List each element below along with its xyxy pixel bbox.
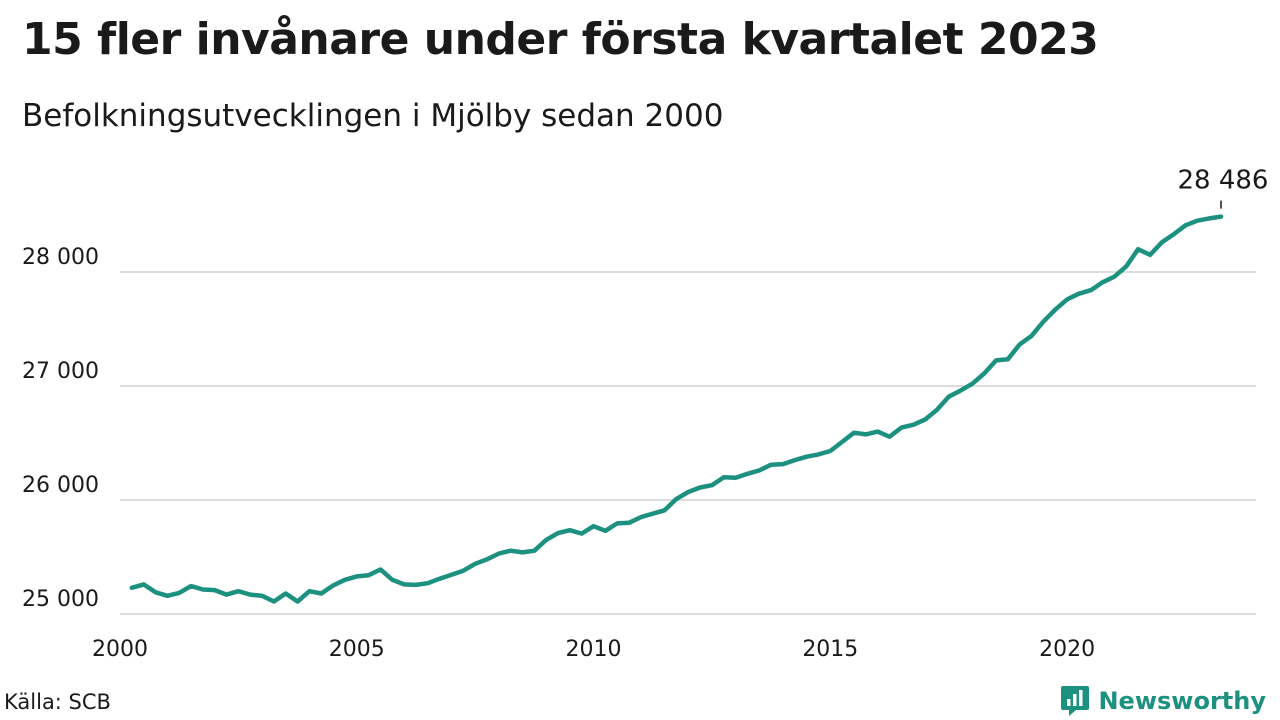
y-tick-label: 28 000 xyxy=(22,245,99,270)
series-layer xyxy=(129,214,1224,604)
y-tick-label: 26 000 xyxy=(22,473,99,498)
brand-logo: Newsworthy xyxy=(1060,684,1266,718)
source-note: Källa: SCB xyxy=(4,690,111,714)
y-axis-ticks: 25 000 26 000 27 000 28 000 xyxy=(22,245,99,612)
gridlines xyxy=(120,271,1256,615)
x-tick-label: 2015 xyxy=(802,637,858,662)
end-annotation: 28 486 xyxy=(1178,166,1269,209)
brand-name: Newsworthy xyxy=(1098,687,1266,715)
x-tick-label: 2020 xyxy=(1039,637,1095,662)
chart-title: 15 fler invånare under första kvartalet … xyxy=(22,14,1099,65)
end-value-label: 28 486 xyxy=(1178,166,1269,196)
x-axis-ticks: 2000 2005 2010 2015 2020 xyxy=(92,637,1095,662)
series-line xyxy=(129,214,1224,604)
y-tick-label: 27 000 xyxy=(22,359,99,384)
x-tick-label: 2000 xyxy=(92,637,148,662)
x-tick-label: 2010 xyxy=(566,637,622,662)
x-tick-label: 2005 xyxy=(329,637,385,662)
y-tick-label: 25 000 xyxy=(22,587,99,612)
chart-subtitle: Befolkningsutvecklingen i Mjölby sedan 2… xyxy=(22,98,724,134)
newsworthy-logo-icon xyxy=(1061,686,1090,716)
